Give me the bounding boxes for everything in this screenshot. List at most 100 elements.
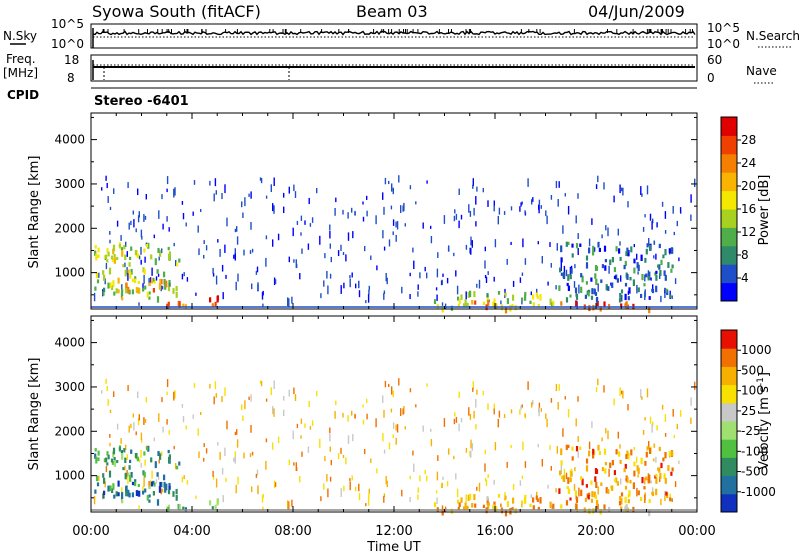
scatter-echo [105, 175, 107, 181]
scatter-echo [664, 287, 666, 294]
echo-cell [655, 274, 658, 281]
scatter-echo [181, 476, 184, 483]
echo-cell [127, 489, 130, 497]
echo-cell [495, 506, 498, 512]
echo-cell [532, 505, 535, 510]
echo-cell [670, 268, 673, 273]
scatter-echo [617, 431, 619, 439]
scatter-echo [121, 487, 123, 493]
echo-cell [567, 274, 570, 281]
echo-cell [585, 484, 588, 488]
echo-cell [125, 282, 128, 289]
x-axis-label: Time UT [366, 540, 420, 554]
echo-cell [152, 480, 155, 485]
echo-cell [113, 257, 116, 264]
echo-cell [560, 504, 563, 509]
scatter-echo [342, 455, 345, 459]
scatter-echo [168, 227, 170, 232]
scatter-echo [503, 211, 506, 215]
scatter-echo [664, 414, 667, 422]
echo-cell [565, 241, 568, 247]
scatter-echo [567, 206, 570, 215]
echo-cell [560, 257, 563, 263]
echo-cell [560, 301, 563, 306]
scatter-echo [287, 297, 289, 307]
scatter-echo [351, 410, 353, 416]
echo-cell [168, 282, 171, 287]
scatter-echo [324, 253, 326, 259]
echo-cell [575, 293, 579, 300]
echo-cell [590, 277, 593, 282]
scatter-echo [215, 190, 217, 195]
echo-cell [168, 251, 171, 257]
echo-cell [611, 257, 614, 263]
echo-cell [594, 495, 598, 499]
echo-cell [591, 288, 594, 295]
echo-cell [116, 257, 119, 261]
scatter-echo [155, 479, 158, 484]
echo-cell [150, 457, 153, 463]
scatter-echo [426, 272, 428, 279]
scatter-echo [138, 302, 140, 306]
echo-cell [94, 250, 97, 256]
scatter-echo [366, 195, 368, 200]
scatter-echo [545, 413, 547, 420]
echo-cell [108, 267, 112, 275]
scatter-echo [143, 417, 145, 425]
colorbar-tick-label: -1000 [741, 485, 776, 499]
echo-cell [646, 243, 649, 248]
echo-cell [142, 490, 145, 495]
scatter-echo [265, 398, 268, 402]
scatter-echo [329, 230, 331, 239]
scatter-echo [193, 383, 196, 388]
echo-cell [112, 451, 115, 458]
scatter-echo [430, 225, 432, 229]
echo-cell [584, 294, 587, 299]
scatter-echo [355, 283, 357, 289]
scatter-echo [510, 241, 512, 245]
scatter-echo [424, 266, 426, 272]
scatter-echo [470, 439, 472, 449]
echo-cell [112, 280, 115, 287]
scatter-echo [370, 458, 372, 463]
echo-cell [581, 478, 584, 486]
scatter-echo [383, 290, 386, 295]
echo-cell [569, 497, 572, 501]
echo-cell [103, 458, 106, 463]
scatter-echo [335, 197, 337, 203]
scatter-echo [221, 396, 223, 403]
scatter-echo [222, 292, 224, 300]
echo-cell [620, 497, 623, 505]
echo-cell [636, 262, 639, 269]
scatter-echo [225, 477, 227, 482]
echo-cell [469, 290, 472, 298]
echo-cell [131, 278, 135, 283]
scatter-echo [133, 422, 135, 431]
scatter-echo [538, 402, 541, 408]
scatter-echo [642, 227, 645, 232]
scatter-echo [656, 222, 658, 228]
echo-cell [172, 288, 175, 294]
velocity-y-axis-label: Slant Range [km] [27, 358, 42, 471]
scatter-echo [454, 412, 456, 417]
scatter-echo [347, 435, 350, 444]
scatter-echo [107, 196, 109, 203]
scatter-echo [641, 396, 643, 400]
scatter-echo [690, 214, 692, 221]
scatter-echo [521, 201, 523, 205]
echo-cell [627, 250, 630, 257]
scatter-echo [319, 235, 321, 245]
echo-cell [560, 475, 563, 479]
echo-cell [158, 283, 161, 290]
scatter-echo [342, 412, 344, 418]
colorbar-tick-label: 100 [741, 384, 764, 398]
scatter-echo [674, 481, 677, 488]
scatter-echo [105, 263, 108, 270]
echo-cell [143, 248, 146, 253]
scatter-echo [296, 220, 299, 225]
scatter-echo [567, 409, 570, 418]
scatter-echo [265, 195, 268, 199]
scatter-echo [384, 177, 387, 185]
scatter-echo [213, 396, 215, 405]
echo-cell [182, 303, 185, 308]
